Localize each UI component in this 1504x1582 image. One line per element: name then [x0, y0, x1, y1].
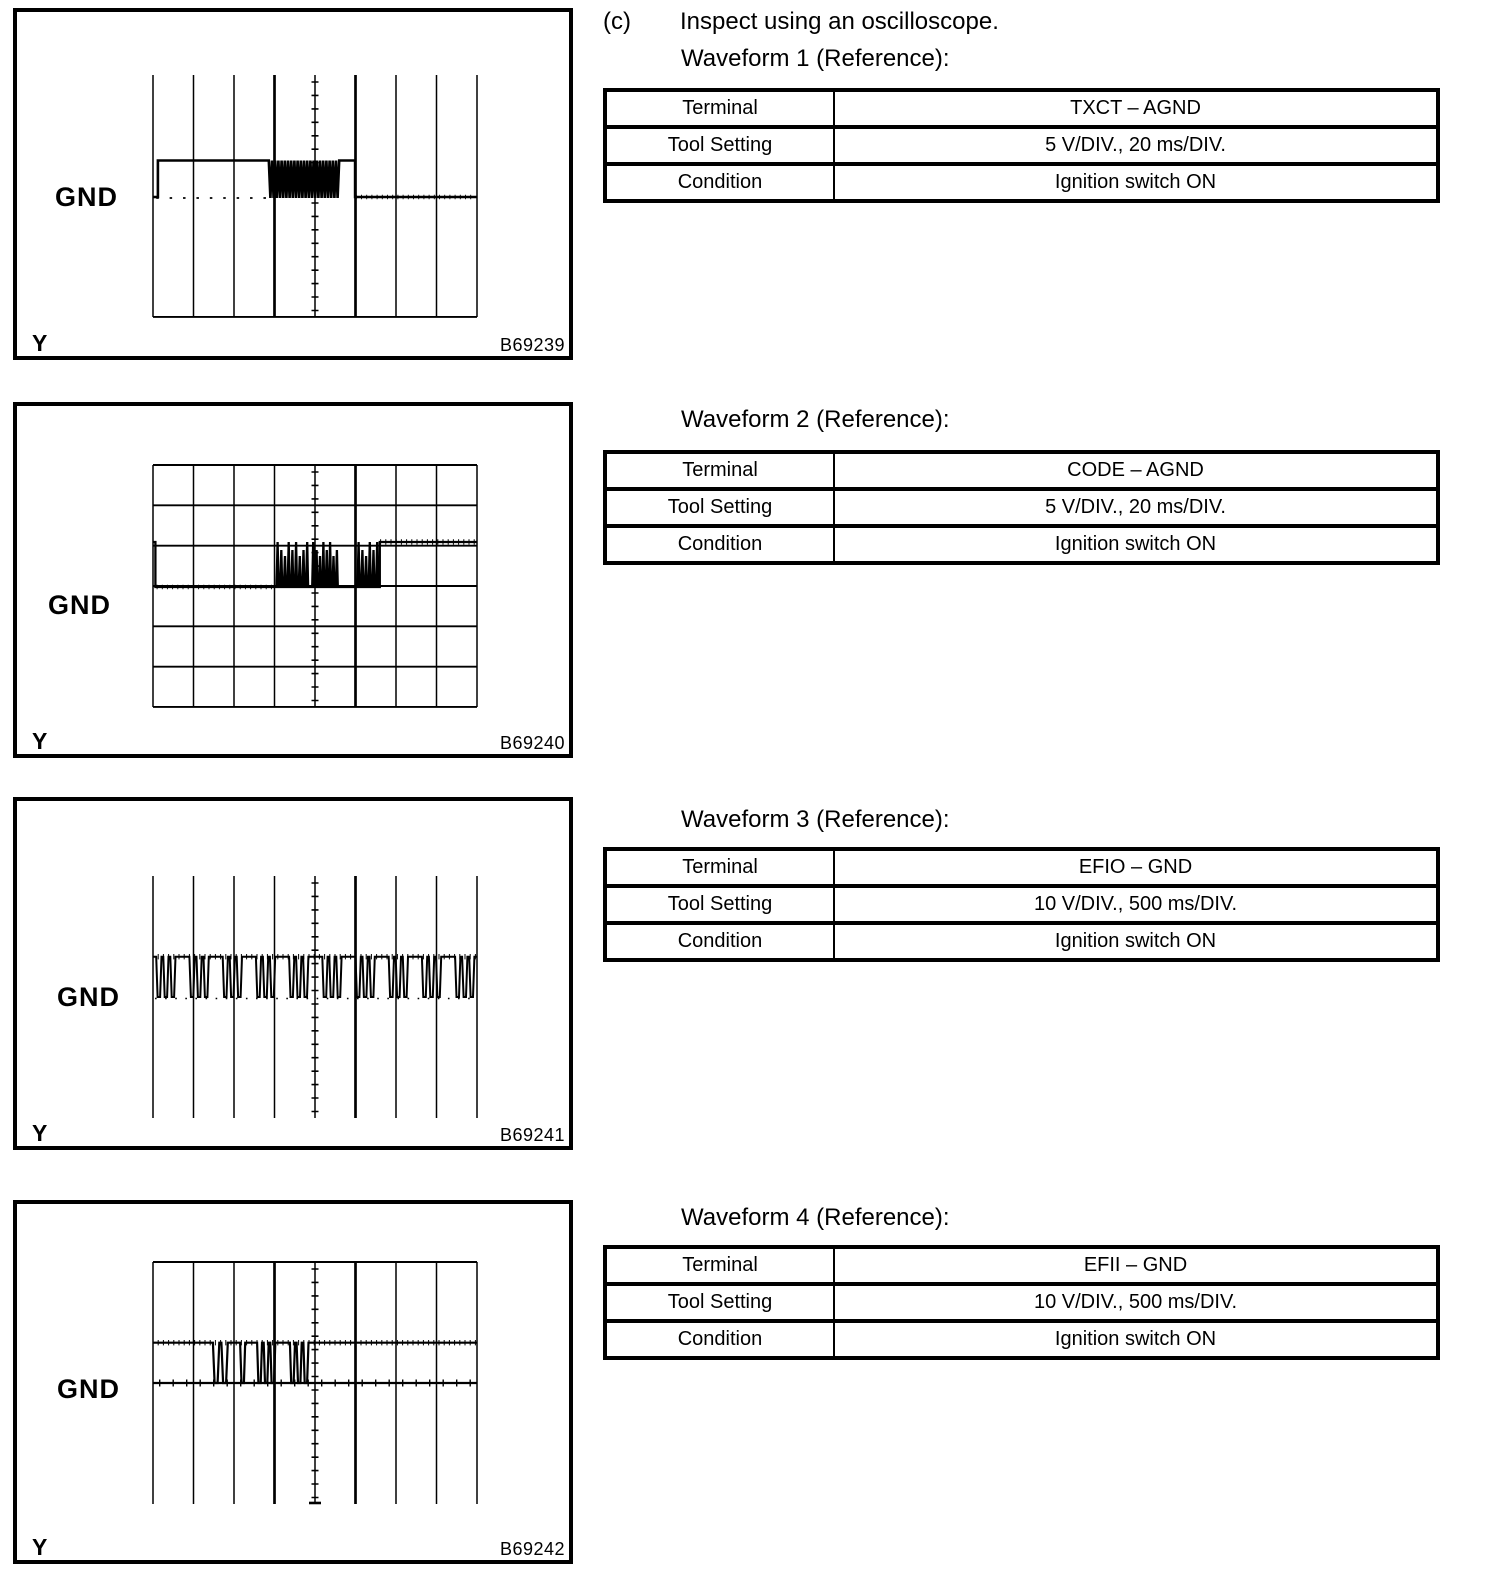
- table-row-condition: Condition Ignition switch ON: [604, 921, 1439, 962]
- waveform-2-reference-table: Terminal CODE – AGND Tool Setting 5 V/DI…: [603, 450, 1440, 565]
- row-value-tool-setting: 5 V/DIV., 20 ms/DIV.: [833, 125, 1439, 166]
- table-row-tool-setting: Tool Setting 10 V/DIV., 500 ms/DIV.: [604, 884, 1439, 925]
- table-row-condition: Condition Ignition switch ON: [604, 162, 1439, 203]
- y-axis-label: Y: [32, 330, 48, 356]
- row-label-terminal: Terminal: [604, 847, 835, 888]
- row-label-tool-setting: Tool Setting: [604, 487, 835, 528]
- row-value-condition: Ignition switch ON: [833, 921, 1439, 962]
- waveform-3-plot: [152, 876, 478, 1118]
- waveform-4-plot: [152, 1261, 478, 1505]
- table-row-tool-setting: Tool Setting 5 V/DIV., 20 ms/DIV.: [604, 125, 1439, 166]
- row-value-terminal: TXCT – AGND: [833, 88, 1439, 129]
- row-label-tool-setting: Tool Setting: [604, 125, 835, 166]
- row-label-condition: Condition: [604, 921, 835, 962]
- y-axis-label: Y: [32, 1534, 48, 1560]
- section-marker: (c): [603, 8, 631, 35]
- section-title: Inspect using an oscilloscope.: [680, 8, 999, 35]
- row-label-terminal: Terminal: [604, 450, 835, 491]
- row-label-condition: Condition: [604, 162, 835, 203]
- row-label-terminal: Terminal: [604, 1245, 835, 1286]
- row-value-condition: Ignition switch ON: [833, 524, 1439, 565]
- row-label-condition: Condition: [604, 1319, 835, 1360]
- row-label-terminal: Terminal: [604, 88, 835, 129]
- y-axis-label: Y: [32, 728, 48, 754]
- waveform-3-reference-table: Terminal EFIO – GND Tool Setting 10 V/DI…: [603, 847, 1440, 962]
- waveform-2-heading: Waveform 2 (Reference):: [681, 406, 950, 433]
- row-value-terminal: EFIO – GND: [833, 847, 1439, 888]
- waveform-1-reference-table: Terminal TXCT – AGND Tool Setting 5 V/DI…: [603, 88, 1440, 203]
- row-value-terminal: EFII – GND: [833, 1245, 1439, 1286]
- row-value-tool-setting: 10 V/DIV., 500 ms/DIV.: [833, 1282, 1439, 1323]
- gnd-label: GND: [57, 1374, 120, 1404]
- gnd-label: GND: [48, 590, 111, 620]
- oscilloscope-figure-3: GND Y B69241: [13, 797, 573, 1150]
- figure-number: B69239: [499, 335, 565, 355]
- figure-number: B69241: [499, 1125, 565, 1145]
- gnd-label: GND: [57, 982, 120, 1012]
- waveform-4-heading: Waveform 4 (Reference):: [681, 1204, 950, 1231]
- row-value-tool-setting: 10 V/DIV., 500 ms/DIV.: [833, 884, 1439, 925]
- table-row-tool-setting: Tool Setting 5 V/DIV., 20 ms/DIV.: [604, 487, 1439, 528]
- oscilloscope-figure-1: GND Y B69239: [13, 8, 573, 360]
- row-label-tool-setting: Tool Setting: [604, 884, 835, 925]
- figure-number: B69240: [499, 733, 565, 753]
- row-value-terminal: CODE – AGND: [833, 450, 1439, 491]
- row-value-tool-setting: 5 V/DIV., 20 ms/DIV.: [833, 487, 1439, 528]
- waveform-2-plot: [152, 464, 478, 708]
- waveform-4-reference-table: Terminal EFII – GND Tool Setting 10 V/DI…: [603, 1245, 1440, 1360]
- row-value-condition: Ignition switch ON: [833, 162, 1439, 203]
- waveform-3-heading: Waveform 3 (Reference):: [681, 806, 950, 833]
- figure-number: B69242: [499, 1539, 565, 1559]
- y-axis-label: Y: [32, 1120, 48, 1146]
- table-row-condition: Condition Ignition switch ON: [604, 1319, 1439, 1360]
- table-row-terminal: Terminal EFII – GND: [604, 1245, 1439, 1286]
- waveform-1-plot: [152, 75, 478, 318]
- oscilloscope-figure-2: GND Y B69240: [13, 402, 573, 758]
- row-value-condition: Ignition switch ON: [833, 1319, 1439, 1360]
- table-row-terminal: Terminal EFIO – GND: [604, 847, 1439, 888]
- table-row-tool-setting: Tool Setting 10 V/DIV., 500 ms/DIV.: [604, 1282, 1439, 1323]
- waveform-1-heading: Waveform 1 (Reference):: [681, 45, 950, 72]
- row-label-tool-setting: Tool Setting: [604, 1282, 835, 1323]
- table-row-terminal: Terminal CODE – AGND: [604, 450, 1439, 491]
- oscilloscope-figure-4: GND Y B69242: [13, 1200, 573, 1564]
- table-row-condition: Condition Ignition switch ON: [604, 524, 1439, 565]
- gnd-label: GND: [55, 182, 118, 212]
- row-label-condition: Condition: [604, 524, 835, 565]
- table-row-terminal: Terminal TXCT – AGND: [604, 88, 1439, 129]
